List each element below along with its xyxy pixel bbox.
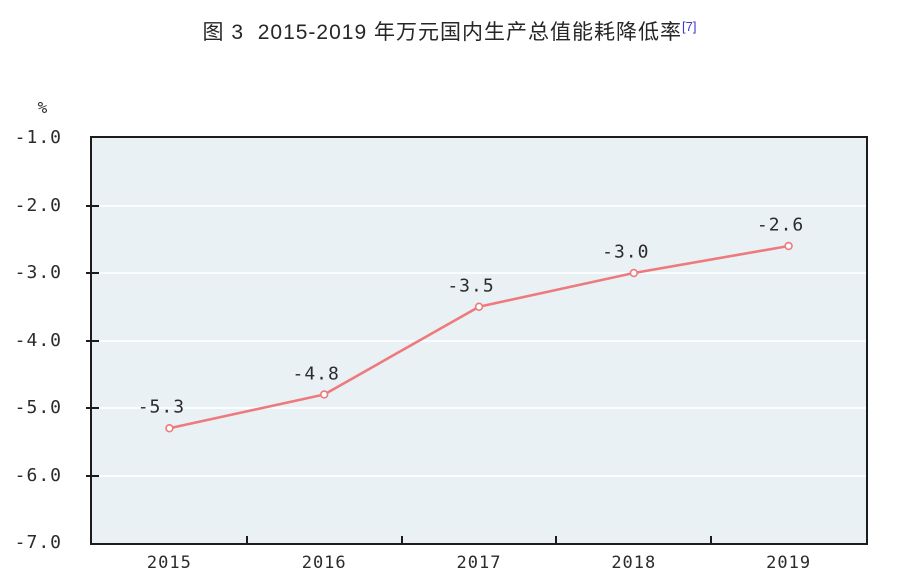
x-axis-tick <box>400 536 403 543</box>
data-label: -4.8 <box>292 363 340 384</box>
data-point-marker <box>320 390 329 399</box>
y-axis-tick-label: -6.0 <box>14 464 62 486</box>
data-point-marker <box>629 268 638 278</box>
x-axis-tick <box>710 536 713 543</box>
y-axis-tick-label: -1.0 <box>14 127 62 148</box>
y-axis-tick-label: -4.0 <box>14 329 62 351</box>
data-point-marker <box>784 241 793 251</box>
plot-area: -5.3 -4.8 -3.5 -3.0 -2.6 <box>90 136 868 545</box>
chart-title-text: 图 3 2015-2019 年万元国内生产总值能耗降低率 <box>202 21 682 44</box>
data-label: -3.5 <box>447 275 495 297</box>
x-axis-tick <box>245 536 248 543</box>
data-label: -2.6 <box>756 214 805 236</box>
y-axis-tick <box>86 339 99 342</box>
y-axis-tick <box>86 474 99 477</box>
y-axis-tick-label: -2.0 <box>14 194 62 216</box>
y-axis-tick-label: -3.0 <box>14 262 62 283</box>
data-point-marker <box>474 302 484 311</box>
gridline <box>92 407 866 409</box>
gridline <box>92 339 866 342</box>
y-axis-tick <box>86 407 99 409</box>
series-line <box>169 244 789 430</box>
x-axis-tick-label: 2017 <box>456 553 502 573</box>
x-axis-tick-label: 2016 <box>301 553 347 573</box>
y-axis-tick <box>86 204 99 207</box>
x-axis-tick-label: 2019 <box>766 553 812 573</box>
gridline <box>92 474 866 477</box>
gridline <box>92 204 866 207</box>
footnote-reference: [7] <box>681 19 697 34</box>
data-label: -5.3 <box>137 396 186 418</box>
y-axis-unit-label: % <box>37 98 49 117</box>
x-axis-tick-label: 2015 <box>146 553 192 573</box>
y-axis-tick-label: -5.0 <box>14 397 62 418</box>
gridline <box>92 272 866 274</box>
data-point-marker <box>165 424 174 433</box>
line-series-canvas <box>165 241 793 433</box>
x-axis-tick-label: 2018 <box>611 553 657 573</box>
chart-title: 图 3 2015-2019 年万元国内生产总值能耗降低率[7] <box>0 16 899 46</box>
y-axis-tick-label: -7.0 <box>14 532 62 553</box>
x-axis-tick <box>555 536 558 543</box>
data-label: -3.0 <box>602 241 650 263</box>
y-axis-tick <box>86 272 99 274</box>
